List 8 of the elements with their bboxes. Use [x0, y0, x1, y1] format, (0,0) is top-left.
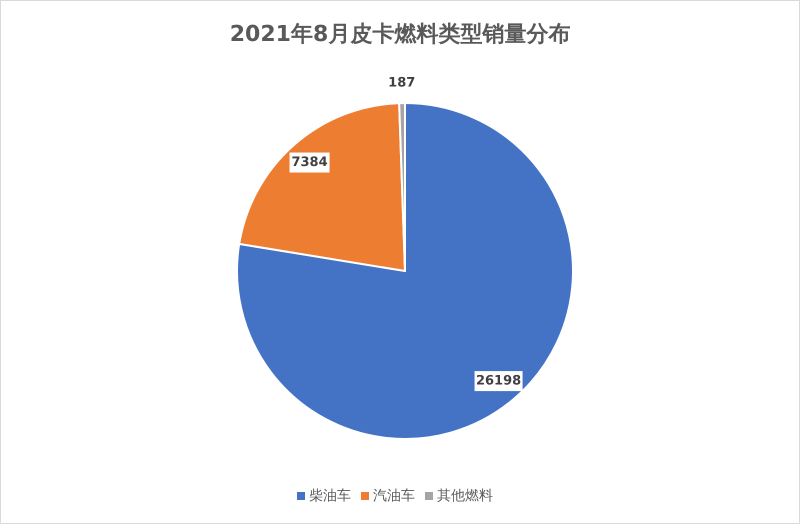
data-label: 187	[388, 75, 416, 90]
data-label: 26198	[476, 374, 522, 389]
legend-label: 其他燃料	[437, 488, 493, 504]
legend-label: 汽油车	[373, 488, 415, 504]
data-label: 7384	[291, 155, 328, 170]
chart-title: 2021年8月皮卡燃料类型销量分布	[228, 21, 572, 49]
pie-slice	[236, 102, 574, 440]
legend-label: 柴油车	[309, 488, 351, 504]
